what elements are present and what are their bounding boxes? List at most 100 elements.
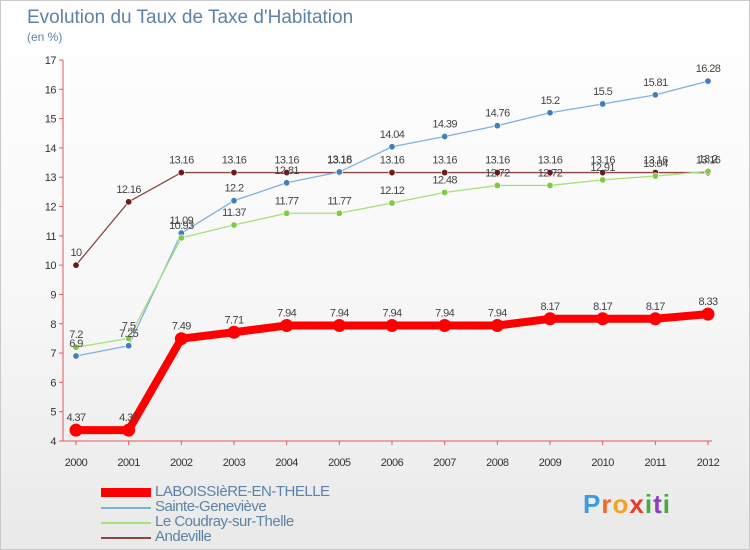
data-point bbox=[543, 312, 557, 326]
data-label: 7.94 bbox=[488, 308, 507, 320]
data-point bbox=[704, 167, 712, 175]
data-label: 13.18 bbox=[327, 154, 352, 166]
data-label: 7.94 bbox=[277, 308, 296, 320]
data-point bbox=[388, 143, 396, 151]
data-point bbox=[174, 332, 188, 346]
data-label: 12.91 bbox=[590, 162, 615, 174]
data-point bbox=[177, 234, 185, 242]
data-label: 10 bbox=[70, 247, 82, 259]
data-label: 14.76 bbox=[485, 108, 510, 120]
legend-label-le-coudray: Le Coudray-sur-Thelle bbox=[155, 513, 294, 530]
data-label: 13.16 bbox=[222, 155, 247, 167]
data-label: 13.16 bbox=[538, 155, 563, 167]
data-point bbox=[599, 176, 607, 184]
y-tick-label: 9 bbox=[50, 289, 56, 301]
x-tick-label: 2000 bbox=[65, 457, 88, 469]
x-tick-label: 2004 bbox=[275, 457, 298, 469]
data-point bbox=[283, 209, 291, 217]
data-point bbox=[125, 334, 133, 342]
data-point bbox=[230, 169, 238, 177]
proxiti-logo: Proxiti bbox=[583, 489, 671, 519]
data-label: 7.94 bbox=[382, 308, 401, 320]
data-label: 13.16 bbox=[169, 155, 194, 167]
y-tick-label: 6 bbox=[50, 377, 56, 389]
data-label: 15.81 bbox=[643, 77, 668, 89]
data-label: 7.71 bbox=[224, 314, 243, 326]
y-tick-label: 12 bbox=[45, 202, 57, 214]
legend-swatch-andeville bbox=[101, 537, 151, 539]
chart-title: Evolution du Taux de Taxe d'Habitation bbox=[27, 7, 354, 28]
y-tick-label: 7 bbox=[50, 348, 56, 360]
x-tick-label: 2009 bbox=[539, 457, 562, 469]
data-point bbox=[651, 91, 659, 99]
data-label: 12.72 bbox=[485, 167, 510, 179]
y-tick-label: 11 bbox=[46, 231, 57, 243]
data-point bbox=[441, 169, 449, 177]
chart-unit-label: (en %) bbox=[27, 30, 63, 44]
data-label: 7.2 bbox=[69, 329, 83, 341]
data-label: 16.28 bbox=[696, 63, 721, 75]
data-point bbox=[283, 179, 291, 187]
data-point bbox=[227, 325, 241, 339]
legend-swatch-sainte-genevieve bbox=[101, 507, 151, 509]
data-label: 7.94 bbox=[330, 308, 349, 320]
legend-label-laboissiere: LABOISSIèRE-EN-THELLE bbox=[155, 483, 330, 500]
data-label: 15.5 bbox=[593, 86, 612, 98]
y-tick-label: 17 bbox=[45, 55, 57, 67]
data-point bbox=[332, 319, 346, 333]
data-point bbox=[388, 169, 396, 177]
legend-swatch-laboissiere bbox=[101, 488, 151, 497]
data-point bbox=[493, 181, 501, 189]
data-point bbox=[335, 168, 343, 176]
x-tick-label: 2005 bbox=[328, 457, 351, 469]
data-label: 8.17 bbox=[646, 301, 665, 313]
data-label: 11.77 bbox=[327, 195, 351, 207]
y-tick-label: 4 bbox=[50, 436, 56, 448]
data-point bbox=[283, 169, 291, 177]
y-tick-label: 16 bbox=[45, 84, 57, 96]
data-label: 13.16 bbox=[327, 155, 352, 167]
data-point bbox=[441, 132, 449, 140]
data-point bbox=[546, 169, 554, 177]
data-label: 13.2 bbox=[698, 153, 717, 165]
data-point bbox=[546, 109, 554, 117]
data-label: 7.5 bbox=[122, 320, 136, 332]
data-point bbox=[701, 307, 715, 321]
data-point bbox=[651, 172, 659, 180]
data-label: 8.17 bbox=[540, 301, 559, 313]
data-point bbox=[230, 221, 238, 229]
data-point bbox=[648, 312, 662, 326]
data-point bbox=[280, 319, 294, 333]
data-label: 13.16 bbox=[643, 155, 668, 167]
data-point bbox=[704, 77, 712, 85]
x-tick-label: 2003 bbox=[223, 457, 246, 469]
data-label: 12.48 bbox=[432, 174, 457, 186]
data-point bbox=[72, 352, 80, 360]
data-label: 13.16 bbox=[380, 155, 405, 167]
data-point bbox=[69, 423, 83, 437]
data-point bbox=[546, 181, 554, 189]
data-label: 13.16 bbox=[696, 155, 721, 167]
data-label: 13.16 bbox=[590, 155, 615, 167]
data-point bbox=[230, 197, 238, 205]
data-label: 13.04 bbox=[643, 158, 668, 170]
data-point bbox=[490, 319, 504, 333]
legend-label-sainte-genevieve: Sainte-Geneviève bbox=[155, 498, 267, 515]
data-label: 12.12 bbox=[380, 185, 405, 197]
data-label: 7.49 bbox=[172, 321, 191, 333]
data-label: 14.39 bbox=[432, 118, 457, 130]
data-point bbox=[125, 342, 133, 350]
data-label: 8.33 bbox=[698, 296, 717, 308]
data-label: 11.77 bbox=[275, 195, 299, 207]
data-point bbox=[177, 169, 185, 177]
data-point bbox=[596, 312, 610, 326]
data-point bbox=[335, 209, 343, 217]
data-label: 15.2 bbox=[540, 95, 559, 107]
data-point bbox=[441, 188, 449, 196]
data-label: 7.94 bbox=[435, 308, 454, 320]
data-label: 11.09 bbox=[169, 215, 193, 227]
y-tick-label: 15 bbox=[45, 114, 57, 126]
data-label: 4.37 bbox=[66, 412, 85, 424]
